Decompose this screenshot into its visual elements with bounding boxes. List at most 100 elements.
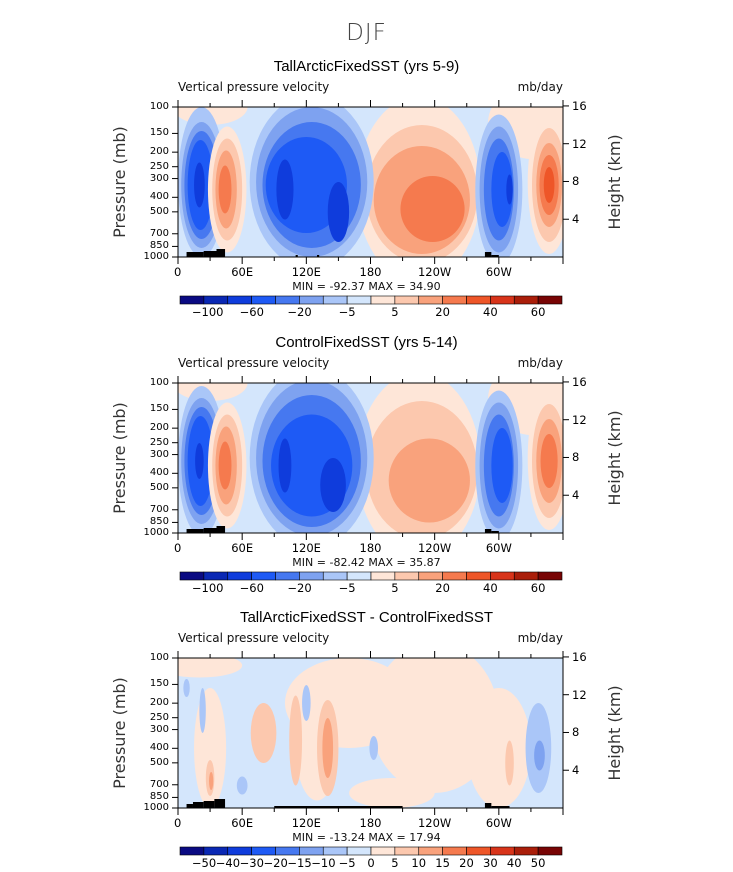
pressure-tick-label: 200 — [149, 697, 169, 709]
colorbar-box — [346, 846, 372, 856]
colorbar-box — [346, 571, 372, 581]
colorbar-box — [203, 571, 229, 581]
pressure-tick-label: 200 — [149, 422, 169, 434]
x-tick-label: 60E — [231, 541, 254, 555]
contour-field — [178, 107, 563, 257]
contour-region — [278, 438, 292, 493]
units-label: mb/day — [517, 631, 563, 645]
x-tick-label: 180 — [359, 541, 382, 555]
contour-region — [199, 688, 206, 733]
colorbar-label: −30 — [239, 856, 264, 870]
min-max-label: MIN = -13.24 MAX = 17.94 — [292, 831, 441, 844]
height-tick-label: 16 — [572, 374, 587, 389]
x-tick-label: 180 — [359, 265, 382, 279]
topography — [484, 529, 492, 533]
topography — [203, 528, 217, 533]
topography — [491, 255, 499, 257]
colorbar-label: −5 — [338, 856, 356, 870]
pressure-tick-label: 400 — [149, 191, 169, 203]
colorbar-box — [322, 571, 348, 581]
height-tick-label: 4 — [572, 212, 580, 227]
colorbar-box — [537, 846, 563, 856]
colorbar-box — [394, 846, 420, 856]
colorbar-label: −20 — [287, 305, 312, 319]
pressure-tick-label: 200 — [149, 146, 169, 158]
topography — [186, 252, 204, 257]
panel-title: TallArcticFixedSST - ControlFixedSST — [239, 609, 494, 626]
contour-region — [218, 165, 232, 214]
min-max-label: MIN = -82.42 MAX = 35.87 — [292, 556, 441, 569]
topography — [491, 531, 499, 533]
pressure-tick-label: 700 — [149, 778, 169, 790]
height-tick-label: 8 — [572, 174, 580, 189]
colorbar-label: −20 — [287, 581, 312, 595]
pressure-tick-label: 150 — [149, 678, 169, 690]
colorbar-label: 60 — [530, 581, 546, 595]
figure-title: DJF — [346, 20, 387, 46]
colorbar-box — [418, 846, 443, 856]
contour-region — [388, 438, 470, 523]
pressure-tick-label: 500 — [149, 205, 169, 217]
x-tick-label: 0 — [174, 816, 182, 830]
colorbar-box — [251, 846, 276, 856]
contour-region — [236, 776, 248, 795]
contour-region — [178, 658, 243, 678]
colorbar-label: 50 — [530, 856, 546, 870]
topography — [216, 526, 226, 533]
y-axis-label: Pressure (mb) — [110, 677, 129, 789]
pressure-tick-label: 1000 — [143, 802, 169, 813]
pressure-tick-label: 1000 — [143, 251, 169, 262]
topography — [295, 255, 298, 257]
topography — [216, 249, 226, 257]
contour-region — [302, 685, 311, 721]
contour-region — [276, 159, 294, 220]
colorbar-box — [513, 846, 539, 856]
x-tick-label: 120E — [291, 265, 321, 279]
colorbar-label: 40 — [483, 581, 498, 595]
variable-label: Vertical pressure velocity — [178, 80, 330, 94]
colorbar-box — [227, 295, 252, 305]
topography — [484, 803, 492, 808]
height-tick-label: 4 — [572, 763, 580, 778]
contour-region — [327, 182, 350, 242]
colorbar-box — [394, 571, 420, 581]
colorbar-label: −100 — [191, 305, 224, 319]
contour-region — [466, 688, 531, 808]
colorbar-box — [466, 295, 491, 305]
colorbar-box — [275, 295, 300, 305]
x-tick-label: 60E — [231, 265, 254, 279]
topography — [214, 799, 226, 808]
pressure-tick-label: 300 — [149, 723, 169, 735]
colorbar-box — [466, 571, 491, 581]
colorbar-label: 60 — [530, 305, 546, 319]
colorbar-label: −15 — [287, 856, 312, 870]
colorbar-box — [299, 846, 324, 856]
colorbar-label: 0 — [367, 856, 375, 870]
colorbar-label: 20 — [459, 856, 474, 870]
colorbar-box — [322, 295, 348, 305]
colorbar-label: −10 — [311, 856, 336, 870]
x-tick-label: 60E — [231, 816, 254, 830]
colorbar-box — [537, 295, 563, 305]
pressure-tick-label: 100 — [149, 101, 169, 112]
colorbar-box — [179, 571, 205, 581]
y-axis-right-label: Height (km) — [605, 685, 624, 781]
x-tick-label: 60W — [485, 816, 512, 830]
colorbar-label: 5 — [391, 856, 399, 870]
colorbar-label: 15 — [435, 856, 450, 870]
colorbar-box — [275, 846, 300, 856]
colorbar-box — [203, 295, 229, 305]
contour-region — [540, 434, 558, 488]
pressure-tick-label: 150 — [149, 403, 169, 415]
topography — [274, 806, 403, 808]
height-tick-label: 12 — [572, 412, 587, 427]
y-axis-right-label: Height (km) — [605, 410, 624, 506]
contour-region — [370, 658, 499, 793]
colorbar-box — [537, 571, 563, 581]
min-max-label: MIN = -92.37 MAX = 34.90 — [292, 280, 441, 293]
pressure-tick-label: 850 — [149, 240, 169, 252]
colorbar-box — [179, 846, 205, 856]
pressure-tick-label: 300 — [149, 448, 169, 460]
colorbar-box — [490, 846, 515, 856]
contour-region — [289, 695, 303, 786]
